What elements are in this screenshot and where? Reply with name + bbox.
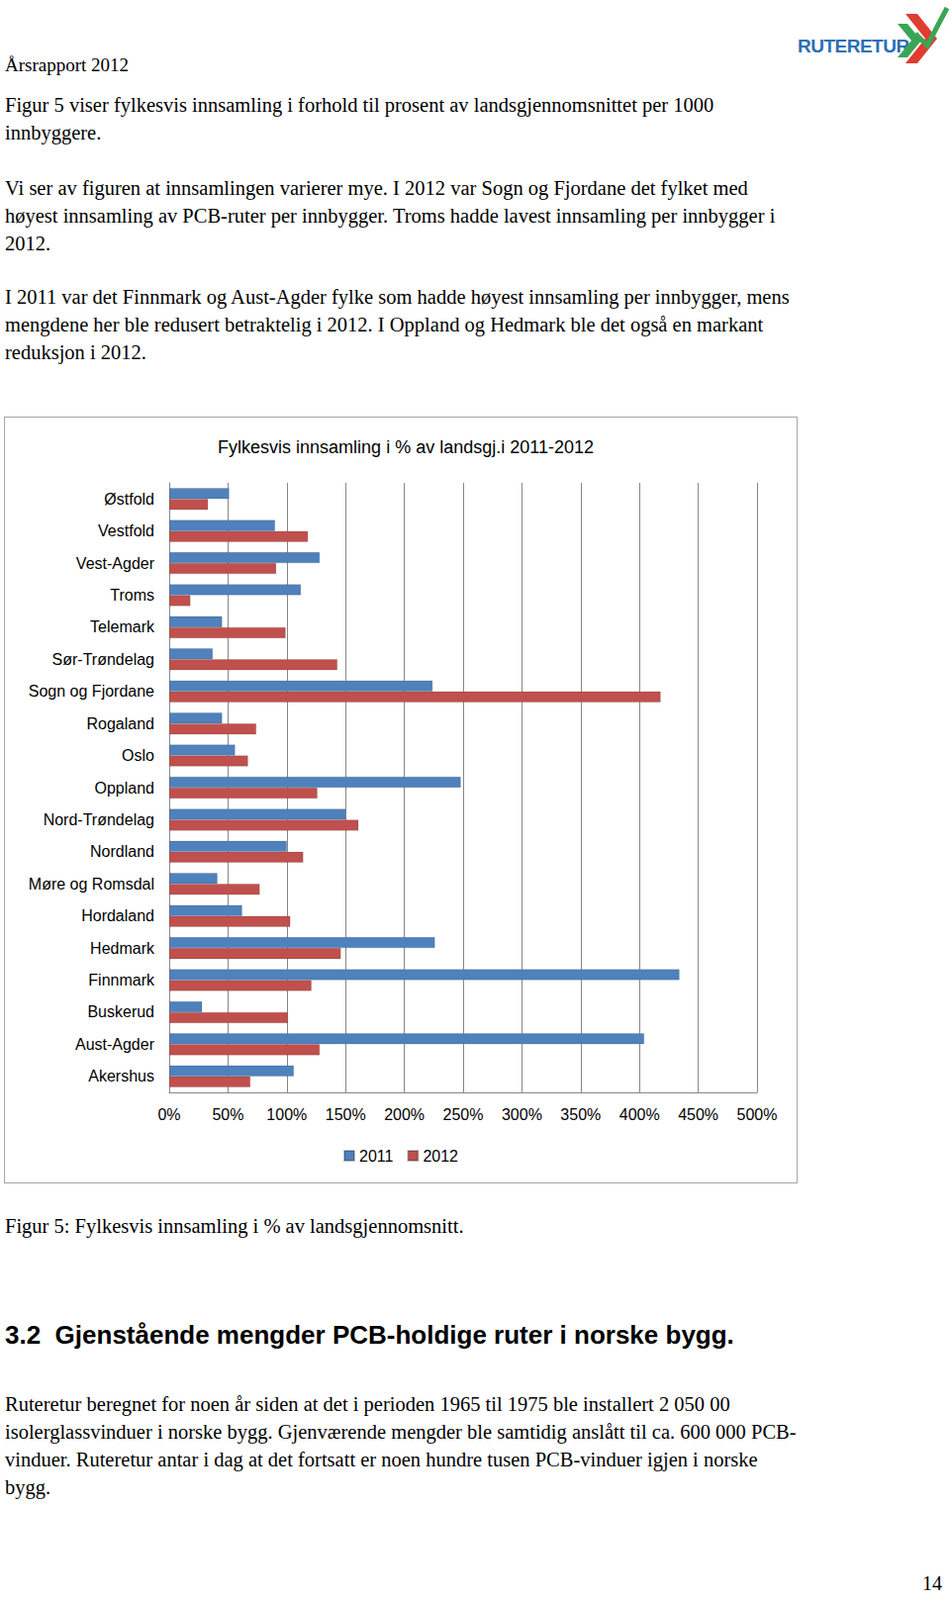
svg-text:Hedmark: Hedmark <box>90 940 156 957</box>
svg-text:Sogn og Fjordane: Sogn og Fjordane <box>28 682 155 700</box>
svg-text:Aust-Agder: Aust-Agder <box>75 1036 156 1053</box>
html-text:Figur 5 viser fylkesvis innsam: Figur 5 viser fylkesvis innsamling i for… <box>4 94 714 116</box>
svg-text:2012: 2012 <box>422 1147 459 1165</box>
svg-text:100%: 100% <box>266 1106 307 1124</box>
html-text:I 2011 var det Finnmark og Aus: I 2011 var det Finnmark og Aust-Agder fy… <box>4 285 790 308</box>
html-text:reduksjon i 2012.: reduksjon i 2012. <box>4 341 147 364</box>
svg-text:Østfold: Østfold <box>103 490 155 508</box>
html-text:Figur 5: Fylkesvis innsamling: Figur 5: Fylkesvis innsamling i % av lan… <box>4 1215 464 1237</box>
html-text:vinduer. Ruteretur antar i dag: vinduer. Ruteretur antar i dag at det fo… <box>4 1448 758 1471</box>
html-text:bygg.: bygg. <box>4 1476 51 1499</box>
svg-text:Møre og Romsdal: Møre og Romsdal <box>28 875 155 893</box>
svg-text:Troms: Troms <box>109 586 155 604</box>
svg-text:Telemark: Telemark <box>90 618 156 636</box>
svg-text:Nord-Trøndelag: Nord-Trøndelag <box>43 811 155 829</box>
html-text:2012.: 2012. <box>4 232 51 255</box>
svg-text:Akershus: Akershus <box>88 1067 155 1085</box>
html-text:Ruteretur beregnet for noen år: Ruteretur beregnet for noen år siden at … <box>4 1393 731 1416</box>
svg-text:350%: 350% <box>560 1106 601 1124</box>
svg-text:Vestfold: Vestfold <box>97 522 155 540</box>
html-text:høyest innsamling av PCB-ruter: høyest innsamling av PCB-ruter per innby… <box>4 204 776 227</box>
svg-text:Oslo: Oslo <box>121 747 155 764</box>
svg-text:Rogaland: Rogaland <box>87 715 156 733</box>
svg-text:Buskerud: Buskerud <box>87 1003 155 1021</box>
svg-text:2011: 2011 <box>359 1147 394 1165</box>
svg-text:300%: 300% <box>501 1106 543 1124</box>
html-text:RUTERETUR: RUTERETUR <box>797 35 910 57</box>
svg-text:50%: 50% <box>211 1106 244 1124</box>
svg-text:150%: 150% <box>325 1106 367 1124</box>
html-text:Vi ser av figuren at innsamlin: Vi ser av figuren at innsamlingen varier… <box>4 177 748 199</box>
svg-text:400%: 400% <box>619 1106 661 1124</box>
svg-text:0%: 0% <box>157 1106 181 1124</box>
html-text:14: 14 <box>922 1572 943 1595</box>
svg-text:200%: 200% <box>383 1106 425 1124</box>
html-text:mengdene her ble redusert betr: mengdene her ble redusert betraktelig i … <box>4 313 764 336</box>
html-text:3.2 Gjenstående mengder PCB-ho: 3.2 Gjenstående mengder PCB-holdige rute… <box>4 1320 735 1350</box>
svg-text:250%: 250% <box>443 1106 484 1124</box>
svg-text:450%: 450% <box>677 1106 719 1124</box>
svg-text:Finnmark: Finnmark <box>88 971 156 989</box>
svg-text:Nordland: Nordland <box>90 843 155 860</box>
svg-text:500%: 500% <box>737 1106 778 1124</box>
html-text:innbyggere.: innbyggere. <box>4 121 102 144</box>
svg-text:Sør-Trøndelag: Sør-Trøndelag <box>52 651 155 668</box>
svg-text:Hordaland: Hordaland <box>81 907 155 925</box>
svg-text:Vest-Agder: Vest-Agder <box>76 555 156 572</box>
svg-text:Fylkesvis innsamling i % av la: Fylkesvis innsamling i % av landsgj.i 20… <box>217 437 594 458</box>
html-text:Årsrapport 2012: Årsrapport 2012 <box>4 54 129 76</box>
html-text:isolerglassvinduer i norske by: isolerglassvinduer i norske bygg. Gjenvæ… <box>4 1421 797 1443</box>
svg-text:Oppland: Oppland <box>95 779 156 797</box>
